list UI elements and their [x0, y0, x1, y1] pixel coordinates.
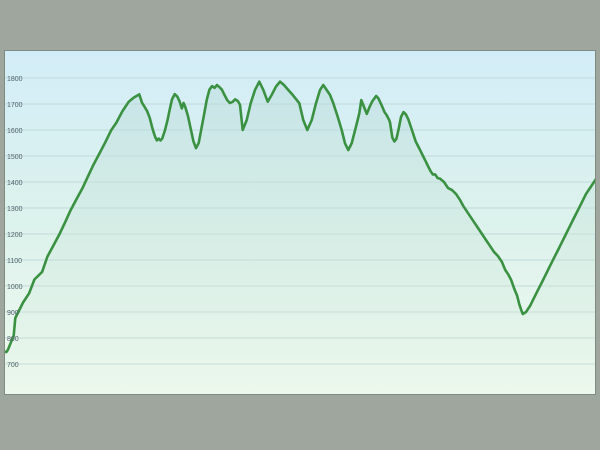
- svg-text:1600: 1600: [7, 128, 23, 135]
- svg-text:700: 700: [7, 362, 19, 369]
- svg-text:1000: 1000: [7, 284, 23, 291]
- svg-text:1100: 1100: [7, 258, 22, 265]
- svg-text:900: 900: [7, 310, 19, 317]
- svg-text:1800: 1800: [7, 76, 23, 83]
- svg-text:1700: 1700: [7, 102, 23, 109]
- svg-text:1500: 1500: [7, 154, 23, 161]
- svg-text:1400: 1400: [7, 180, 23, 187]
- svg-text:1200: 1200: [7, 232, 23, 239]
- svg-text:800: 800: [7, 336, 19, 343]
- svg-text:1300: 1300: [7, 206, 23, 213]
